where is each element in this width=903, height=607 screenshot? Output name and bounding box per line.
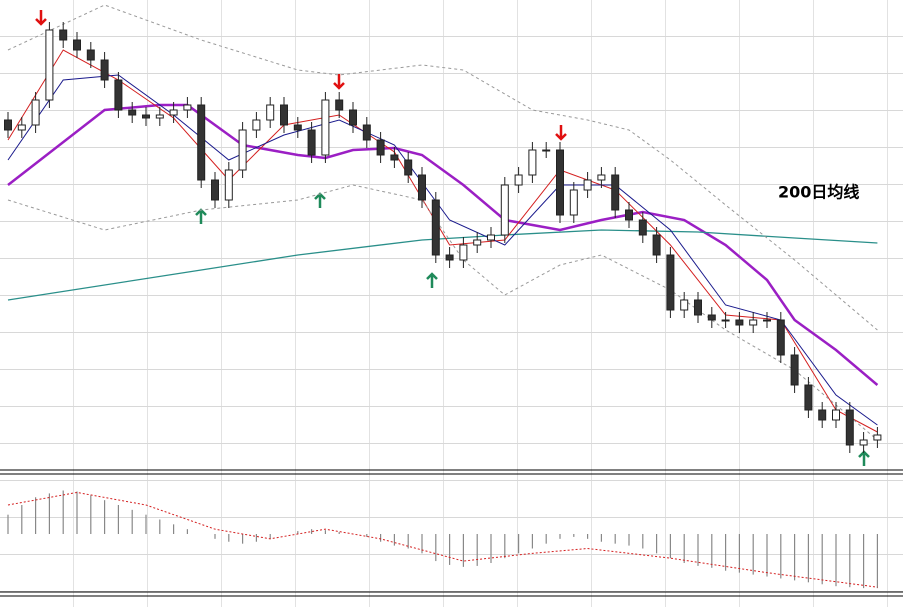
candle-body xyxy=(776,319,785,356)
candle-body xyxy=(335,99,344,111)
candle-body xyxy=(376,139,385,156)
sell-arrow xyxy=(333,74,345,90)
buy-arrow xyxy=(858,450,870,466)
candle-body xyxy=(238,129,247,171)
candle-body xyxy=(666,254,675,311)
sell-arrow xyxy=(35,10,47,26)
candle-body xyxy=(252,119,261,131)
candle-body xyxy=(652,234,661,256)
candle-body xyxy=(86,49,95,61)
candle-body xyxy=(17,124,26,131)
indicator-line xyxy=(7,74,878,426)
candle-body xyxy=(832,409,840,421)
candle-body xyxy=(114,79,123,111)
candle-body xyxy=(45,29,54,101)
candle-body xyxy=(183,104,192,111)
candle-body xyxy=(735,319,744,326)
candle-body xyxy=(459,244,468,261)
candle-body xyxy=(100,59,109,81)
candle-body xyxy=(500,184,509,236)
candle-body xyxy=(128,109,137,116)
candle-body xyxy=(473,239,482,246)
indicator-line xyxy=(7,491,878,588)
candle-body xyxy=(362,124,371,141)
candle-body xyxy=(31,99,40,126)
indicator-line xyxy=(7,103,879,386)
candle-body xyxy=(73,39,81,51)
buy-arrow xyxy=(426,272,438,288)
annotation: 200日均线 xyxy=(778,183,859,202)
candle-body xyxy=(142,114,150,119)
candle-body xyxy=(280,104,288,126)
candle-body xyxy=(528,149,537,176)
candle-body xyxy=(611,174,620,211)
candle-body xyxy=(763,319,771,322)
candle-body xyxy=(707,314,716,321)
indicator-line xyxy=(7,4,878,331)
candle-body xyxy=(349,109,357,126)
candle-body xyxy=(59,29,68,41)
candle-body xyxy=(638,219,647,236)
buy-arrow xyxy=(314,192,326,208)
candle-body xyxy=(556,149,564,216)
candle-body xyxy=(404,159,413,176)
candle-body xyxy=(293,124,302,131)
candle-body xyxy=(4,119,12,131)
candle-body xyxy=(873,434,882,441)
candle-body xyxy=(390,154,399,161)
candle-body xyxy=(583,179,592,191)
candle-body xyxy=(818,409,827,421)
candle-body xyxy=(307,129,316,156)
candle-body xyxy=(211,179,219,201)
candle-body xyxy=(487,234,495,241)
candle-body xyxy=(445,254,454,261)
candle-body xyxy=(418,174,426,201)
candle-body xyxy=(431,199,440,256)
indicator-line xyxy=(7,184,878,441)
candle-body xyxy=(721,319,730,322)
candle-body xyxy=(845,409,854,446)
candle-body xyxy=(155,114,164,119)
candle-body xyxy=(514,174,523,186)
candle-body xyxy=(321,99,330,156)
candle-body xyxy=(224,169,233,201)
candle-body xyxy=(569,189,578,216)
candle-body xyxy=(790,354,799,386)
candle-body xyxy=(597,174,606,181)
candle-body xyxy=(625,209,633,221)
candle-body xyxy=(266,104,275,121)
sell-arrow xyxy=(555,125,567,141)
candle-body xyxy=(804,384,813,411)
candle-body xyxy=(859,439,868,446)
indicator-line xyxy=(7,49,878,433)
indicator-line xyxy=(7,229,878,301)
candle-body xyxy=(169,109,178,116)
candle-body xyxy=(542,149,551,152)
candle-body xyxy=(749,319,758,326)
candle-body xyxy=(197,104,206,181)
candle-body xyxy=(694,299,702,316)
buy-arrow xyxy=(195,208,207,224)
candle-body xyxy=(680,299,689,311)
